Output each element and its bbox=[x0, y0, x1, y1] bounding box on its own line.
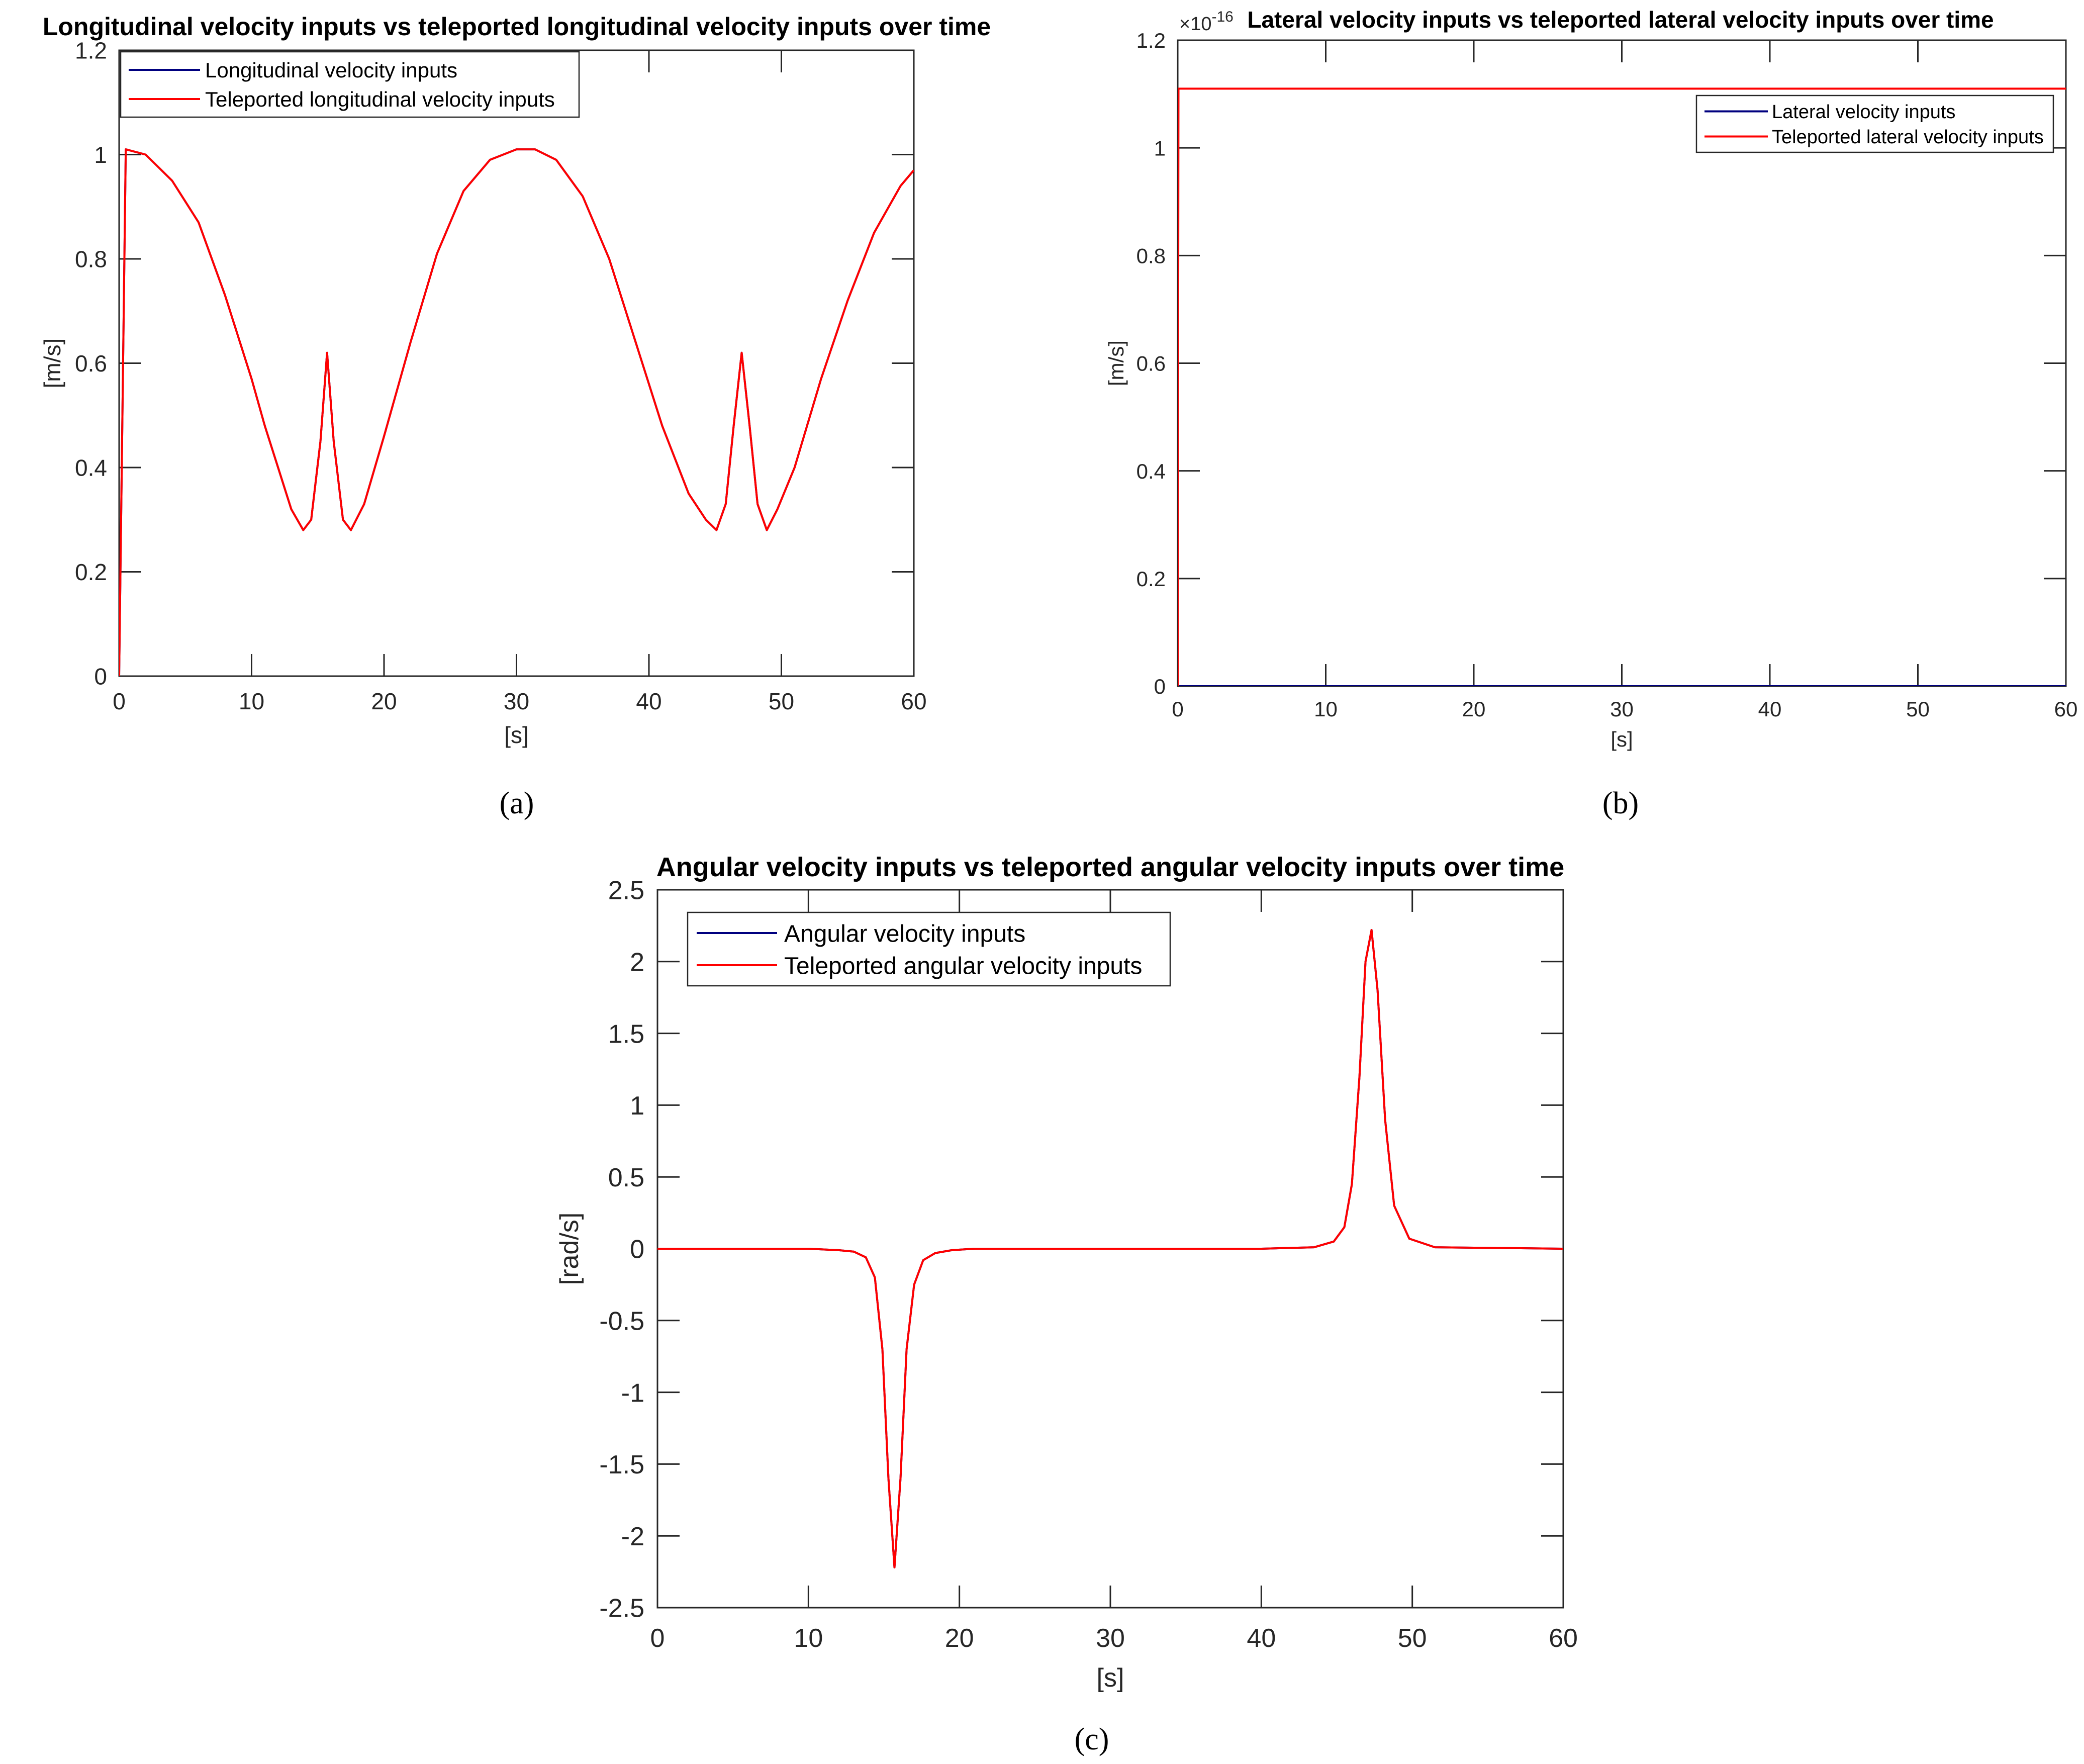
y-tick-label: 0.2 bbox=[1136, 567, 1166, 591]
legend-entry-1: Angular velocity inputs bbox=[784, 920, 1025, 947]
panel-c: 0 10 20 30 40 50 60 -2.5 -2 -1.5 -1 -0.5 0 0.5 1 1.5 2 2.… bbox=[555, 852, 1578, 1756]
panel-caption: (a) bbox=[500, 786, 534, 820]
y-axis-label: [rad/s] bbox=[555, 1213, 584, 1285]
y-tick-label: 0.4 bbox=[75, 455, 107, 481]
y-tick-label: 0.8 bbox=[75, 246, 107, 272]
y-tick-label: -2 bbox=[621, 1522, 644, 1551]
series-line-2 bbox=[1178, 87, 2066, 686]
y-tick-label: 1 bbox=[1154, 136, 1166, 160]
y-tick-label: -0.5 bbox=[599, 1307, 644, 1336]
y-tick-label: 0 bbox=[94, 664, 107, 690]
chart-title: Longitudinal velocity inputs vs teleport… bbox=[43, 13, 991, 41]
y-tick-label: 0.6 bbox=[1136, 352, 1166, 376]
x-tick-label: 30 bbox=[504, 688, 529, 714]
series-line-2 bbox=[657, 929, 1563, 1568]
legend-entry-1: Longitudinal velocity inputs bbox=[205, 58, 457, 82]
x-axis-label: [s] bbox=[1097, 1663, 1124, 1693]
panel-a: 0 10 20 30 40 50 6000.20.40.60.811.2Longitudin… bbox=[39, 13, 991, 820]
chart-title: Angular velocity inputs vs teleported an… bbox=[656, 852, 1564, 882]
series-line-2 bbox=[119, 148, 914, 676]
y-tick-label: 0 bbox=[1154, 675, 1166, 698]
x-tick-label: 40 bbox=[1758, 697, 1782, 721]
legend-box bbox=[1695, 95, 2054, 153]
y-tick-label: 2 bbox=[630, 948, 644, 977]
y-axis-label: [m/s] bbox=[1104, 340, 1128, 386]
axis-exponent-power: -16 bbox=[1211, 9, 1233, 25]
y-tick-label: 2.5 bbox=[608, 876, 644, 905]
y-tick-label: -1.5 bbox=[599, 1450, 644, 1479]
legend-entry-1: Lateral velocity inputs bbox=[1772, 102, 1955, 123]
y-tick-label: 1.2 bbox=[1136, 29, 1166, 52]
x-tick-label: 20 bbox=[371, 688, 397, 714]
panel-caption: (b) bbox=[1602, 786, 1639, 820]
panel-caption: (c) bbox=[1075, 1722, 1109, 1756]
y-axis-label: [m/s] bbox=[39, 338, 65, 389]
x-tick-label: 10 bbox=[239, 688, 264, 714]
y-tick-label: 0.5 bbox=[608, 1163, 644, 1192]
legend-box bbox=[120, 51, 580, 118]
y-tick-label: 0 bbox=[630, 1235, 644, 1264]
x-tick-label: 30 bbox=[1096, 1624, 1125, 1653]
x-tick-label: 60 bbox=[2054, 697, 2078, 721]
axis-exponent-base: ×10 bbox=[1179, 14, 1211, 35]
y-tick-label: -2.5 bbox=[599, 1594, 644, 1623]
x-tick-label: 50 bbox=[1906, 697, 1930, 721]
legend-box bbox=[687, 911, 1171, 987]
x-axis-label: [s] bbox=[1611, 727, 1633, 751]
x-tick-label: 20 bbox=[945, 1624, 974, 1653]
x-tick-label: 60 bbox=[1549, 1624, 1578, 1653]
y-tick-label: -1 bbox=[621, 1378, 644, 1408]
axis-exponent: ×10-16 bbox=[1179, 9, 1234, 35]
y-tick-label: 0.6 bbox=[75, 350, 107, 377]
y-tick-label: 1.2 bbox=[75, 38, 107, 64]
panel-b: 0 10 20 30 40 50 60 0 0.2 0.4 0.6 0.8 1 1.2 Lateral ve… bbox=[1104, 7, 2077, 820]
x-tick-label: 50 bbox=[1398, 1624, 1427, 1653]
y-tick-label: 0.4 bbox=[1136, 459, 1166, 483]
x-tick-label: 40 bbox=[636, 688, 661, 714]
x-axis-label: [s] bbox=[504, 722, 529, 748]
x-tick-label: 50 bbox=[769, 688, 794, 714]
plot-area bbox=[118, 49, 915, 677]
x-tick-label: 40 bbox=[1247, 1624, 1276, 1653]
y-tick-label: 0.8 bbox=[1136, 244, 1166, 267]
chart-title: Lateral velocity inputs vs teleported la… bbox=[1247, 7, 1994, 33]
y-tick-label: 1 bbox=[630, 1091, 644, 1121]
x-tick-label: 0 bbox=[113, 688, 126, 714]
x-tick-label: 10 bbox=[1314, 697, 1338, 721]
x-tick-label: 20 bbox=[1462, 697, 1486, 721]
y-tick-label: 0.2 bbox=[75, 559, 107, 585]
legend-entry-2: Teleported longitudinal velocity inputs bbox=[205, 87, 555, 111]
legend-entry-2: Teleported lateral velocity inputs bbox=[1772, 127, 2044, 148]
legend-entry-2: Teleported angular velocity inputs bbox=[784, 953, 1142, 979]
x-tick-label: 0 bbox=[650, 1624, 665, 1653]
x-tick-label: 10 bbox=[794, 1624, 823, 1653]
x-tick-label: 30 bbox=[1610, 697, 1634, 721]
x-tick-label: 0 bbox=[1172, 697, 1183, 721]
x-tick-label: 60 bbox=[901, 688, 926, 714]
y-tick-label: 1.5 bbox=[608, 1019, 644, 1049]
y-tick-label: 1 bbox=[94, 142, 107, 168]
